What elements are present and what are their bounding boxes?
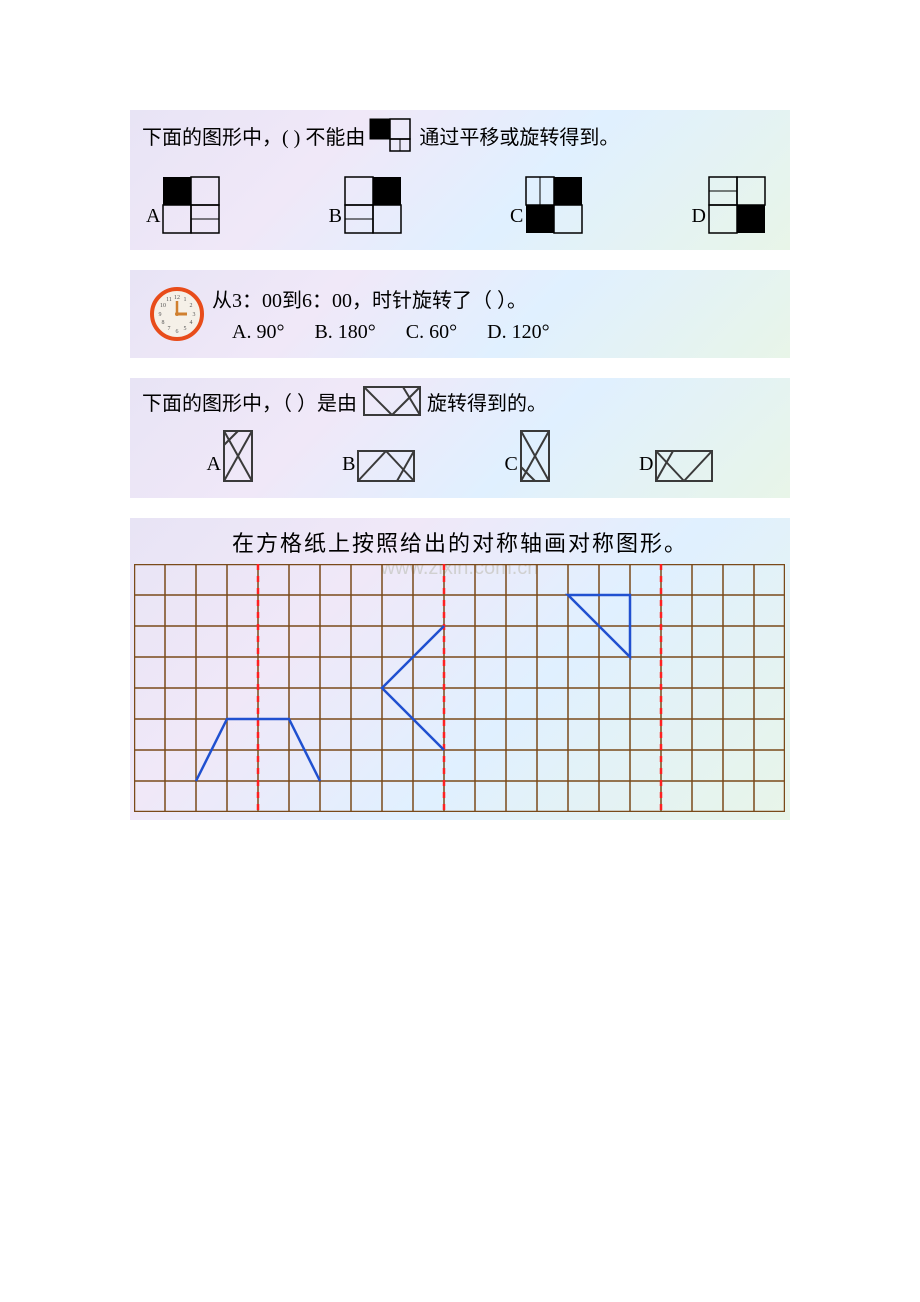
q2-option-a: A. 90° <box>232 321 284 344</box>
q1-prompt-row: 下面的图形中，( ) 不能由 通过平移或旋转得到。 <box>142 118 778 158</box>
q1-option-c-shape <box>525 176 591 234</box>
q4-grid: www.zixin.com.cn <box>134 564 786 812</box>
q1-option-d-label: D <box>692 205 706 228</box>
q1-text-after: 通过平移或旋转得到。 <box>419 118 619 158</box>
q1-option-a: A <box>146 176 228 234</box>
q4-title: 在方格纸上按照给出的对称轴画对称图形。 <box>134 526 786 558</box>
svg-text:6: 6 <box>176 329 179 335</box>
svg-text:9: 9 <box>159 312 162 318</box>
q3-option-c-shape <box>520 430 550 482</box>
question-4-panel: 在方格纸上按照给出的对称轴画对称图形。 www.zixin.com.cn <box>130 518 790 820</box>
q3-option-a-shape <box>223 430 253 482</box>
svg-text:1: 1 <box>184 297 187 303</box>
question-1-panel: 下面的图形中，( ) 不能由 通过平移或旋转得到。 A <box>130 110 790 250</box>
q1-option-c: C <box>510 176 591 234</box>
q3-option-b: B <box>342 450 415 482</box>
q2-option-c: C. 60° <box>406 321 457 344</box>
q4-grid-svg: www.zixin.com.cn <box>134 564 785 812</box>
q2-option-d: D. 120° <box>487 321 549 344</box>
q3-option-c: C <box>505 430 550 482</box>
q2-options-row: A. 90° B. 180° C. 60° D. 120° <box>212 321 770 344</box>
q1-options-row: A B C <box>142 176 778 242</box>
svg-text:12: 12 <box>174 295 180 301</box>
q1-option-a-label: A <box>146 205 160 228</box>
svg-text:10: 10 <box>160 303 166 309</box>
q3-options-row: A B C <box>142 430 778 490</box>
svg-text:www.zixin.com.cn: www.zixin.com.cn <box>380 564 539 579</box>
q1-option-d: D <box>692 176 774 234</box>
q3-option-a-label: A <box>207 453 221 476</box>
q3-text-after: 旋转得到的。 <box>427 387 547 416</box>
q1-reference-shape <box>369 118 415 158</box>
q1-text-before: 下面的图形中，( ) 不能由 <box>142 118 365 158</box>
svg-text:11: 11 <box>166 297 172 303</box>
q1-option-b: B <box>329 176 410 234</box>
q2-text: 从3：00到6：00，时针旋转了（ ）。 <box>212 284 770 313</box>
q1-option-b-label: B <box>329 205 342 228</box>
svg-text:3: 3 <box>193 312 196 318</box>
svg-text:7: 7 <box>168 326 171 332</box>
q3-option-a: A <box>207 430 253 482</box>
clock-icon: 12 12 345 678 9 1011 <box>150 287 204 341</box>
q1-option-b-shape <box>344 176 410 234</box>
svg-text:8: 8 <box>162 320 165 326</box>
q1-option-d-shape <box>708 176 774 234</box>
q3-option-d: D <box>639 450 713 482</box>
q3-option-b-shape <box>357 450 415 482</box>
svg-text:4: 4 <box>190 320 193 326</box>
q2-option-b: B. 180° <box>314 321 375 344</box>
q3-option-b-label: B <box>342 453 355 476</box>
svg-text:2: 2 <box>190 303 193 309</box>
q3-option-d-shape <box>655 450 713 482</box>
q1-option-c-label: C <box>510 205 523 228</box>
q1-option-a-shape <box>162 176 228 234</box>
question-2-panel: 1212 345 678 91011 从3：00到6：00，时针旋转了（ ）。 … <box>130 270 790 358</box>
svg-text:5: 5 <box>184 326 187 332</box>
question-3-panel: 下面的图形中，（ ）是由 旋转得到的。 A B <box>130 378 790 498</box>
q3-option-d-label: D <box>639 453 653 476</box>
q3-text-before: 下面的图形中，（ ）是由 <box>142 387 357 416</box>
q3-reference-shape <box>363 386 421 416</box>
q3-option-c-label: C <box>505 453 518 476</box>
q3-prompt-row: 下面的图形中，（ ）是由 旋转得到的。 <box>142 386 778 416</box>
